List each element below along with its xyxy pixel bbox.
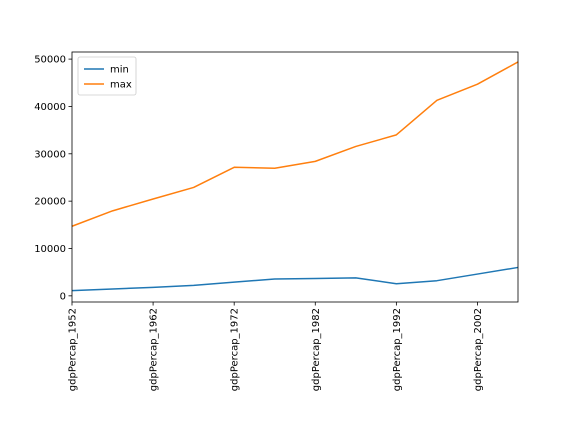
- plot-frame: [71, 51, 519, 303]
- y-tick-label: 0: [60, 291, 66, 302]
- y-tick-label: 30000: [34, 149, 66, 160]
- y-tick-label: 40000: [34, 102, 66, 113]
- y-tick-label: 20000: [34, 197, 66, 208]
- plot-area: 0 10000 20000 30000 40000 50000 gdpPercap_1952…: [34, 51, 519, 391]
- x-tick-label: gdpPercap_1992: [392, 308, 403, 391]
- legend-label-max: max: [110, 80, 132, 91]
- y-tick-label: 10000: [34, 244, 66, 255]
- x-tick-label: gdpPercap_2002: [473, 308, 484, 391]
- x-tick-label: gdpPercap_1952: [68, 308, 79, 391]
- series-line-max: [71, 61, 519, 227]
- x-tick-label: gdpPercap_1972: [230, 308, 241, 391]
- series-line-min: [71, 266, 519, 292]
- legend-label-min: min: [110, 65, 129, 76]
- legend-box: [77, 56, 137, 96]
- x-tick-label: gdpPercap_1962: [149, 308, 160, 391]
- x-tick-label: gdpPercap_1982: [311, 308, 322, 391]
- y-tick-label: 50000: [34, 55, 66, 66]
